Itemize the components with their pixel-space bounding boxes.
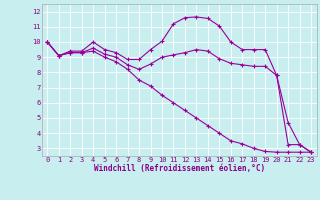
X-axis label: Windchill (Refroidissement éolien,°C): Windchill (Refroidissement éolien,°C) [94, 164, 265, 173]
